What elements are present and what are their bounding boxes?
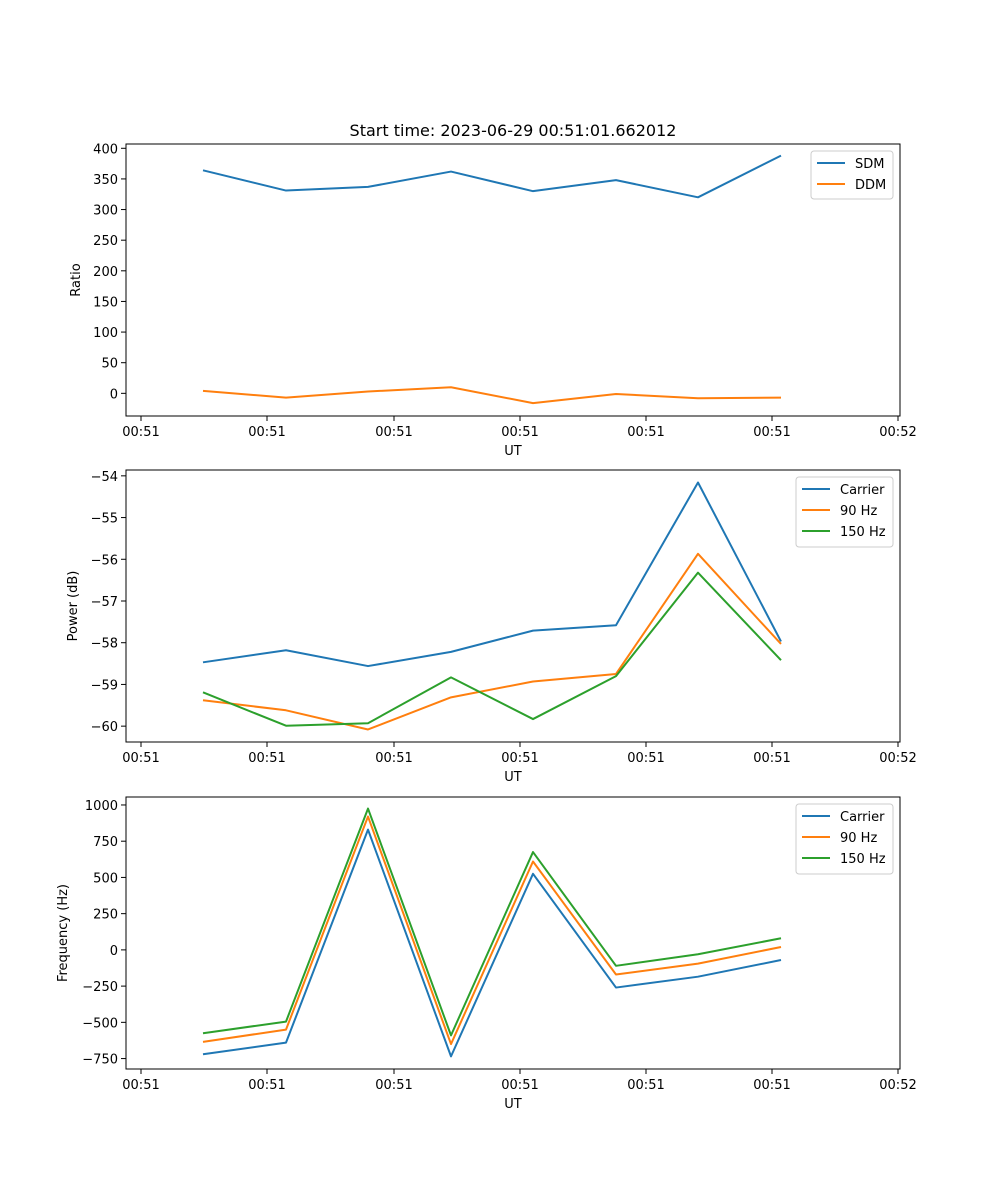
legend-label: Carrier xyxy=(840,810,885,825)
x-tick-label: 00:51 xyxy=(122,425,159,440)
legend-box xyxy=(795,476,894,548)
legend: Carrier 90 Hz 150 Hz xyxy=(795,476,894,548)
x-tick-label: 00:52 xyxy=(879,425,916,440)
y-tick-label: 100 xyxy=(93,326,118,341)
legend-label: 150 Hz xyxy=(840,525,886,540)
x-tick-label: 00:51 xyxy=(627,1078,664,1093)
chart-title: Start time: 2023-06-29 00:51:01.662012 xyxy=(350,121,677,140)
y-tick-label: 250 xyxy=(93,234,118,249)
x-tick-label: 00:51 xyxy=(375,425,412,440)
x-tick-label: 00:51 xyxy=(627,751,664,766)
y-tick-label: 0 xyxy=(110,944,118,959)
y-tick-label: −60 xyxy=(91,720,118,735)
legend-label: DDM xyxy=(855,178,886,193)
x-tick-label: 00:51 xyxy=(375,1078,412,1093)
panel-1: 00:51 00:51 00:51 00:51 00:51 00:51 00:52 0 50 10… xyxy=(69,142,917,459)
x-tick-label: 00:51 xyxy=(122,1078,159,1093)
series-line-150-hz xyxy=(202,807,782,1037)
y-tick-label: −500 xyxy=(82,1016,118,1031)
x-tick-label: 00:51 xyxy=(501,425,538,440)
legend-label: 90 Hz xyxy=(840,504,877,519)
y-tick-label: 300 xyxy=(93,204,118,219)
legend-box xyxy=(795,803,894,875)
y-tick-label: 150 xyxy=(93,295,118,310)
legend-label: SDM xyxy=(855,157,884,172)
chart-panels: 00:51 00:51 00:51 00:51 00:51 00:51 00:52 0 50 10… xyxy=(56,142,917,1112)
series-line-carrier xyxy=(202,828,782,1058)
legend-label: 90 Hz xyxy=(840,831,877,846)
x-tick-label: 00:52 xyxy=(879,1078,916,1093)
x-tick-label: 00:51 xyxy=(501,751,538,766)
series-line-ddm xyxy=(202,386,782,405)
y-tick-label: 750 xyxy=(93,835,118,850)
y-tick-label: 400 xyxy=(93,142,118,157)
legend: Carrier 90 Hz 150 Hz xyxy=(795,803,894,875)
y-tick-label: −54 xyxy=(91,470,118,485)
y-tick-label: 250 xyxy=(93,908,118,923)
x-tick-label: 00:51 xyxy=(753,425,790,440)
series-line-carrier xyxy=(202,481,782,668)
x-tick-label: 00:51 xyxy=(501,1078,538,1093)
y-axis-label: Power (dB) xyxy=(66,571,81,642)
y-axis-label: Frequency (Hz) xyxy=(56,884,71,982)
series-line-150-hz xyxy=(202,571,782,727)
y-tick-label: −58 xyxy=(91,637,118,652)
plot-area-frame xyxy=(125,143,901,417)
x-tick-label: 00:51 xyxy=(627,425,664,440)
plot-area-frame xyxy=(125,469,901,743)
y-tick-label: −57 xyxy=(91,595,118,610)
series-line-90-hz xyxy=(202,552,782,731)
legend-label: Carrier xyxy=(840,483,885,498)
panel-3: 00:51 00:51 00:51 00:51 00:51 00:51 00:52 −750 −… xyxy=(56,796,917,1112)
x-axis-label: UT xyxy=(504,770,522,785)
y-tick-label: −250 xyxy=(82,980,118,995)
series-line-90-hz xyxy=(202,815,782,1046)
x-tick-label: 00:51 xyxy=(248,1078,285,1093)
legend-label: 150 Hz xyxy=(840,852,886,867)
y-tick-label: 50 xyxy=(101,357,118,372)
x-tick-label: 00:52 xyxy=(879,751,916,766)
x-axis-label: UT xyxy=(504,444,522,459)
legend: SDM DDM xyxy=(810,150,894,200)
y-axis-label: Ratio xyxy=(69,263,84,296)
y-tick-label: −750 xyxy=(82,1053,118,1068)
x-tick-label: 00:51 xyxy=(248,425,285,440)
x-tick-label: 00:51 xyxy=(248,751,285,766)
x-tick-label: 00:51 xyxy=(122,751,159,766)
y-tick-label: −55 xyxy=(91,512,118,527)
x-tick-label: 00:51 xyxy=(753,751,790,766)
y-tick-label: 0 xyxy=(110,387,118,402)
x-axis-label: UT xyxy=(504,1097,522,1112)
y-tick-label: 1000 xyxy=(85,799,118,814)
y-tick-label: 500 xyxy=(93,871,118,886)
plot-area-frame xyxy=(125,796,901,1070)
panel-2: 00:51 00:51 00:51 00:51 00:51 00:51 00:52 −60 −5… xyxy=(66,469,917,785)
y-tick-label: 200 xyxy=(93,265,118,280)
series-line-sdm xyxy=(202,154,782,199)
x-tick-label: 00:51 xyxy=(375,751,412,766)
x-tick-label: 00:51 xyxy=(753,1078,790,1093)
y-tick-label: −59 xyxy=(91,678,118,693)
y-tick-label: 350 xyxy=(93,173,118,188)
y-tick-label: −56 xyxy=(91,553,118,568)
